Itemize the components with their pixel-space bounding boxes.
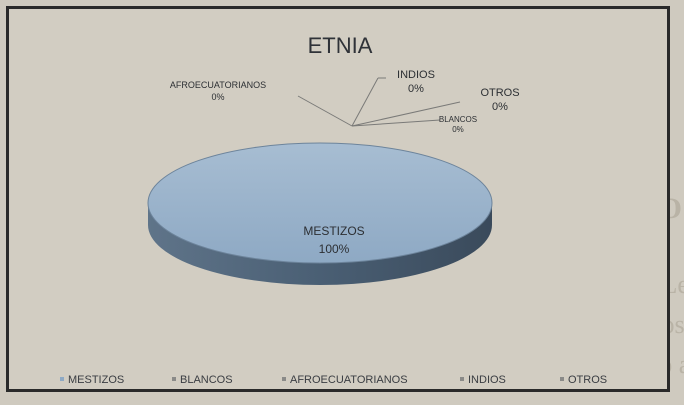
leader-line [351, 119, 441, 127]
legend-item-indios: INDIOS [468, 374, 506, 386]
legend-marker-blancos [172, 377, 176, 381]
legend-marker-otros [560, 377, 564, 381]
legend-marker-indios [460, 377, 464, 381]
legend-marker-mestizos [60, 377, 64, 381]
legend-item-otros: OTROS [568, 374, 607, 386]
data-label-afroecuatorianos-value: 0% [211, 92, 224, 102]
data-label-mestizos-name: MESTIZOS [303, 224, 364, 238]
legend-marker-afroecuatorianos [282, 377, 286, 381]
data-label-otros-name: OTROS [480, 87, 519, 99]
leader-line [351, 77, 379, 127]
data-label-mestizos-value: 100% [319, 242, 350, 256]
chart-title: ETNIA [308, 33, 373, 58]
leader-line [297, 95, 353, 127]
data-label-otros-value: 0% [492, 101, 508, 113]
legend-item-afroecuatorianos: AFROECUATORIANOS [290, 374, 408, 386]
pie-slice-side-mestizos [148, 203, 492, 285]
pie-slice-mestizos [147, 142, 493, 264]
data-label-indios-value: 0% [408, 83, 424, 95]
data-label-blancos-value: 0% [452, 125, 464, 134]
data-label-blancos-name: BLANCOS [439, 115, 477, 124]
data-label-indios-name: INDIOS [397, 69, 435, 81]
legend-item-blancos: BLANCOS [180, 374, 233, 386]
leader-line [351, 101, 461, 127]
data-label-afroecuatorianos-name: AFROECUATORIANOS [170, 80, 266, 90]
legend-item-mestizos: MESTIZOS [68, 374, 124, 386]
